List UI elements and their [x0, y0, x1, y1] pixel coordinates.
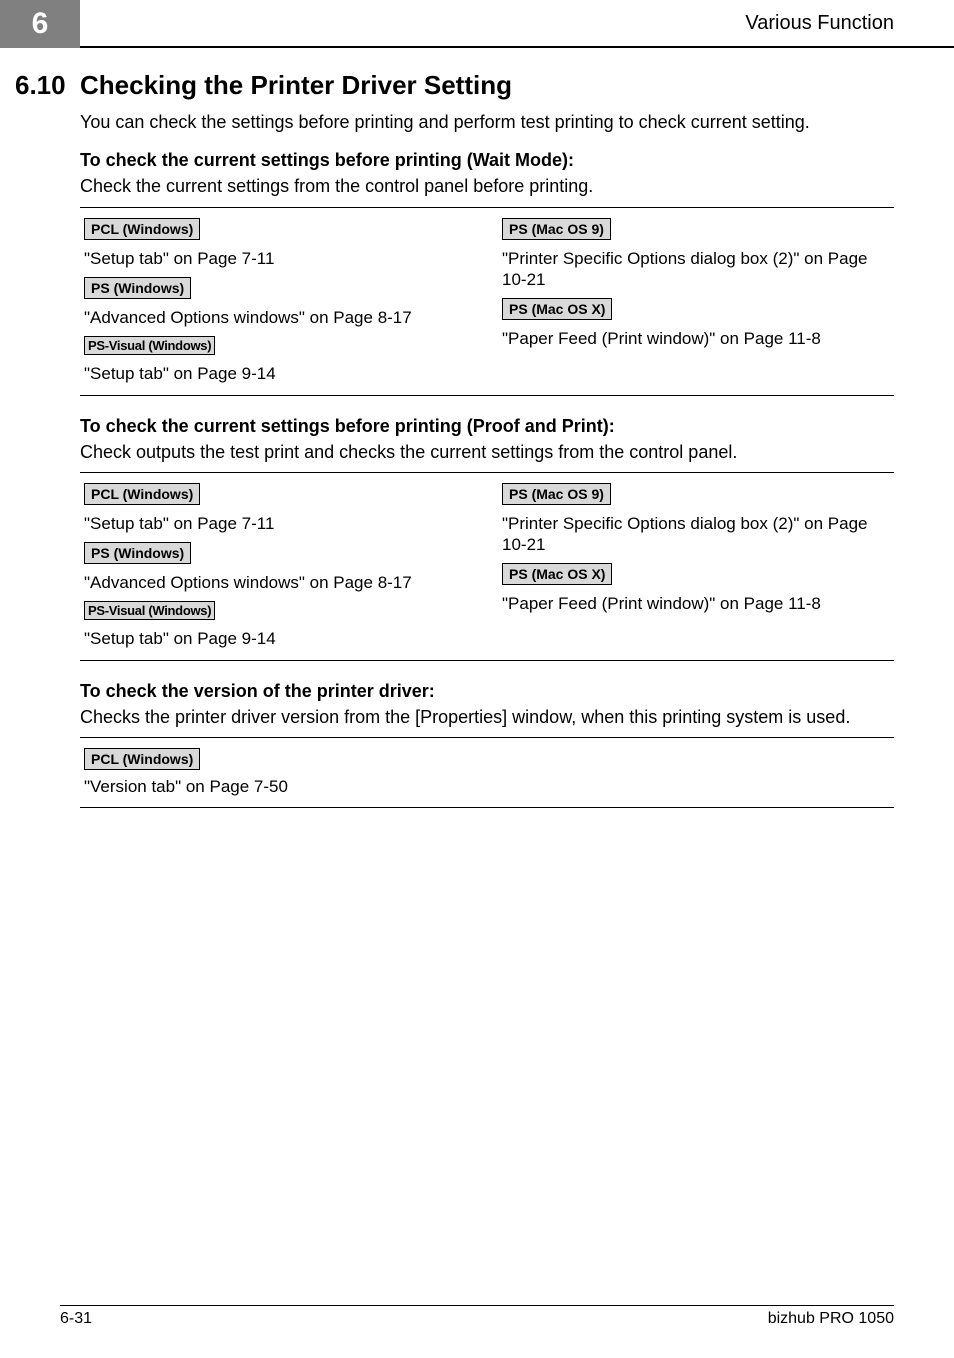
ref-text: "Setup tab" on Page 9-14	[84, 628, 472, 649]
os-box: PCL (Windows)	[84, 748, 200, 770]
ref-text: "Setup tab" on Page 9-14	[84, 363, 472, 384]
os-box: PS (Mac OS X)	[502, 298, 612, 320]
wait-mode-right-col: PS (Mac OS 9) "Printer Specific Options …	[502, 218, 890, 385]
os-box: PS (Windows)	[84, 277, 191, 299]
proof-print-desc: Check outputs the test print and checks …	[80, 441, 894, 464]
proof-print-right-col: PS (Mac OS 9) "Printer Specific Options …	[502, 483, 890, 650]
wait-mode-left-col: PCL (Windows) "Setup tab" on Page 7-11 P…	[84, 218, 472, 385]
proof-print-heading: To check the current settings before pri…	[80, 416, 894, 437]
proof-print-left-col: PCL (Windows) "Setup tab" on Page 7-11 P…	[84, 483, 472, 650]
section-heading-row: 6.10 Checking the Printer Driver Setting	[80, 70, 894, 101]
wait-mode-table: PCL (Windows) "Setup tab" on Page 7-11 P…	[80, 207, 894, 396]
chapter-number-box: 6	[0, 0, 80, 48]
version-check-desc: Checks the printer driver version from t…	[80, 706, 894, 729]
footer-product: bizhub PRO 1050	[768, 1310, 894, 1328]
os-box: PS-Visual (Windows)	[84, 336, 215, 355]
ref-text: "Setup tab" on Page 7-11	[84, 248, 472, 269]
ref-text: "Paper Feed (Print window)" on Page 11-8	[502, 593, 890, 614]
chapter-title-area: Various Function	[80, 0, 954, 48]
proof-print-table: PCL (Windows) "Setup tab" on Page 7-11 P…	[80, 472, 894, 661]
chapter-number: 6	[32, 7, 49, 41]
ref-text: "Advanced Options windows" on Page 8-17	[84, 572, 472, 593]
page-footer: 6-31 bizhub PRO 1050	[0, 1305, 954, 1328]
os-box: PS (Mac OS 9)	[502, 218, 611, 240]
os-box: PS (Mac OS X)	[502, 563, 612, 585]
ref-text: "Advanced Options windows" on Page 8-17	[84, 307, 472, 328]
footer-page-number: 6-31	[60, 1310, 92, 1328]
ref-text: "Printer Specific Options dialog box (2)…	[502, 513, 890, 556]
os-box: PCL (Windows)	[84, 218, 200, 240]
os-box: PCL (Windows)	[84, 483, 200, 505]
wait-mode-desc: Check the current settings from the cont…	[80, 175, 894, 198]
section-intro: You can check the settings before printi…	[80, 111, 894, 134]
ref-text: "Paper Feed (Print window)" on Page 11-8	[502, 328, 890, 349]
version-check-heading: To check the version of the printer driv…	[80, 681, 894, 702]
wait-mode-heading: To check the current settings before pri…	[80, 150, 894, 171]
page-header: 6 Various Function	[0, 0, 954, 48]
ref-text: "Printer Specific Options dialog box (2)…	[502, 248, 890, 291]
section-title: Checking the Printer Driver Setting	[80, 70, 512, 101]
os-box: PS (Windows)	[84, 542, 191, 564]
os-box: PS-Visual (Windows)	[84, 601, 215, 620]
chapter-title: Various Function	[745, 12, 894, 35]
version-check-box: PCL (Windows) "Version tab" on Page 7-50	[80, 737, 894, 808]
section-number: 6.10	[0, 70, 80, 101]
ref-text: "Version tab" on Page 7-50	[84, 777, 288, 796]
ref-text: "Setup tab" on Page 7-11	[84, 513, 472, 534]
os-box: PS (Mac OS 9)	[502, 483, 611, 505]
